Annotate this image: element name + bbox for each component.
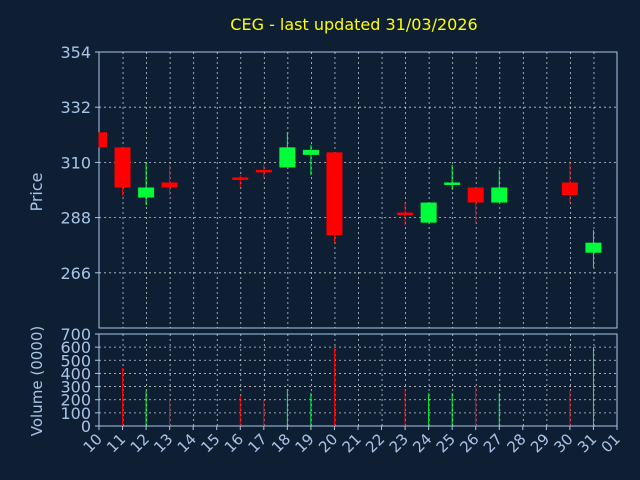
candle-body [99, 132, 107, 148]
candle-body [138, 187, 155, 198]
volume-y-axis-label: Volume (0000) [28, 326, 46, 436]
candle-26 [467, 187, 484, 223]
candle-31 [585, 230, 602, 268]
volume-tick-label: 100 [60, 404, 91, 423]
price-tick-label: 310 [60, 153, 91, 172]
volume-tick-label: 700 [60, 325, 91, 344]
price-tick-label: 354 [60, 43, 91, 62]
candle-13 [161, 164, 178, 196]
candle-12 [138, 162, 155, 206]
price-y-axis-label: Price [27, 172, 46, 211]
candle-body [161, 182, 178, 188]
chart-title: CEG - last updated 31/03/2026 [230, 15, 477, 34]
candle-17 [255, 164, 272, 178]
candle-body [302, 149, 319, 155]
volume-tick-label: 0 [81, 417, 91, 436]
candle-24 [420, 202, 437, 223]
candle-body [255, 169, 272, 173]
price-y-ticks: 266 288 310 332 354 [60, 43, 99, 283]
volume-plot-area [98, 333, 618, 427]
volume-tick-label: 200 [60, 391, 91, 410]
candle-25 [444, 164, 461, 190]
price-tick-label: 288 [60, 209, 91, 228]
candle-series [98, 132, 602, 268]
candle-body [467, 187, 484, 203]
volume-bar-series [122, 347, 594, 426]
x-axis-label: Day [334, 459, 362, 475]
price-panel: 266 288 310 332 354 Price [27, 43, 618, 329]
candle-body [561, 182, 578, 196]
price-grid [99, 52, 617, 328]
candle-11 [114, 147, 131, 196]
candle-body [420, 202, 437, 223]
price-tick-label: 332 [60, 98, 91, 117]
candle-body [491, 187, 508, 203]
volume-tick-label: 300 [60, 378, 91, 397]
price-tick-label: 266 [60, 264, 91, 283]
candle-20 [326, 152, 343, 243]
candle-body [397, 212, 414, 216]
candle-body [444, 182, 461, 185]
candle-19 [302, 144, 319, 175]
candle-18 [279, 132, 296, 168]
candle-23 [397, 202, 414, 226]
candle-body [585, 242, 602, 253]
candle-30 [561, 162, 578, 203]
candle-body [114, 147, 131, 188]
candle-body [326, 152, 343, 236]
candle-body [279, 147, 296, 168]
candle-16 [232, 174, 249, 188]
candle-27 [491, 169, 508, 203]
price-plot-area [98, 51, 618, 329]
candle-10 [98, 132, 107, 148]
volume-tick-label: 400 [60, 364, 91, 383]
candle-body [232, 177, 249, 180]
volume-tick-label: 600 [60, 338, 91, 357]
volume-tick-label: 500 [60, 351, 91, 370]
